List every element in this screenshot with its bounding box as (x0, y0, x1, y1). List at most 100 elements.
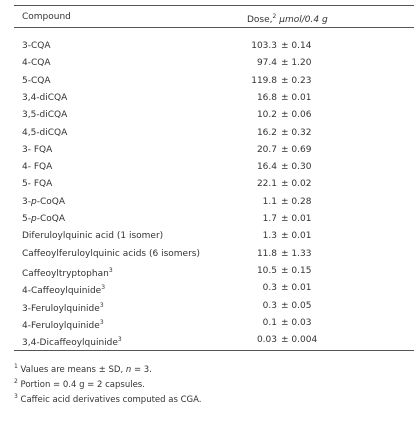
dose-sd: ± 0.28 (281, 196, 312, 207)
compound-cell: 4-Feruloylquinide3 (22, 317, 104, 332)
text-segment: -CoQA (36, 196, 65, 207)
text-segment: Diferuloylquinic acid (1 isomer) (22, 231, 164, 242)
text-segment: 3,5-diCQA (22, 110, 68, 121)
dose-sd: ± 0.01 (281, 92, 312, 103)
dose-sd: ± 0.14 (281, 41, 312, 51)
dose-sd: ± 0.32 (281, 127, 312, 138)
dose-mean: 16.4 (256, 162, 277, 173)
dose-sd: ± 0.01 (281, 283, 312, 294)
dose-mean: 1.7 (262, 214, 277, 224)
text-segment: n (125, 365, 132, 376)
dose-sd: ± 0.01 (281, 231, 312, 242)
dose-mean: 16.8 (256, 92, 277, 103)
dose-mean: 1.1 (262, 196, 277, 207)
footnote-ref: 3 (99, 301, 104, 309)
header-rule (14, 27, 414, 28)
text-segment: Portion = 0.4 g = 2 capsules. (20, 380, 145, 391)
compound-cell: 5-p-CoQA (22, 213, 65, 225)
dose-mean: 119.8 (251, 75, 277, 86)
dose-mean: 20.7 (256, 144, 277, 155)
dose-mean: 0.1 (262, 317, 277, 328)
text-segment: 4,5-diCQA (22, 127, 68, 138)
text-segment: Caffeic acid derivatives computed as CGA… (20, 395, 202, 406)
text-segment: 5-CQA (22, 75, 51, 86)
footnote-ref: 3 (99, 318, 104, 326)
text-segment: 4-Feruloylquinide (22, 320, 100, 331)
text-segment: Values are means ± SD, (20, 365, 126, 376)
dose-sd: ± 0.15 (281, 265, 312, 276)
dose-sd: ± 1.20 (281, 58, 312, 69)
dose-sd: ± 0.23 (281, 75, 312, 86)
header-dose: Dose,2 μmol/0.4 g (247, 11, 328, 26)
dose-sd: ± 0.30 (281, 162, 312, 173)
text-segment: 4-CQA (22, 58, 51, 69)
compound-cell: 3-p-CoQA (22, 196, 65, 208)
dose-sd: ± 0.02 (281, 179, 312, 190)
compound-cell: 5-CQA (22, 75, 51, 87)
bottom-rule (14, 350, 414, 352)
footnote-mark: 2 (14, 378, 18, 386)
compound-cell: 4-CQA (22, 57, 51, 69)
compound-cell: 3-Feruloylquinide3 (22, 300, 104, 315)
text-segment: Caffeoylferuloylquinic acids (6 isomers) (22, 248, 200, 259)
text-segment: 3-CQA (22, 41, 51, 51)
text-segment: 3- (22, 196, 31, 207)
compound-cell: Diferuloylquinic acid (1 isomer) (22, 230, 163, 242)
text-segment: 3- FQA (22, 144, 53, 155)
compound-cell: 5- FQA (22, 178, 52, 190)
dose-sd: ± 0.03 (281, 317, 312, 328)
compound-cell: 3,5-diCQA (22, 109, 67, 121)
dose-mean: 16.2 (256, 127, 277, 138)
text-segment: p (30, 214, 37, 224)
footnote: 3 Caffeic acid derivatives computed as C… (14, 391, 201, 406)
text-segment: -CoQA (36, 214, 65, 224)
dose-mean: 0.3 (262, 283, 277, 294)
header-compound: Compound (22, 12, 71, 22)
text-segment: = 3. (131, 365, 152, 376)
dose-label: Dose, (247, 15, 273, 25)
footnote-mark: 3 (14, 393, 18, 401)
text-segment: Caffeoyltryptophan (22, 268, 109, 279)
dose-sd: ± 0.69 (281, 144, 312, 155)
text-segment: 4- FQA (22, 162, 53, 173)
dose-sd: ± 1.33 (281, 248, 312, 259)
footnote-ref: 3 (108, 266, 113, 274)
dose-mean: 11.8 (256, 248, 277, 259)
text-segment: 3,4-diCQA (22, 92, 68, 103)
dose-mean: 10.5 (256, 265, 277, 276)
dose-sd: ± 0.06 (281, 110, 312, 121)
text-segment: 3,4-Dicaffeoylquinide (22, 338, 118, 349)
dose-mean: 0.3 (262, 300, 277, 311)
dose-mean: 1.3 (262, 231, 277, 242)
text-segment: 5- (22, 214, 31, 224)
compound-cell: 4- FQA (22, 161, 52, 173)
dose-sd: ± 0.01 (281, 214, 312, 224)
text-segment: 5- FQA (22, 179, 53, 190)
text-segment: 4-Caffeoylquinide (22, 286, 102, 297)
compound-cell: 3-CQA (22, 40, 51, 52)
dose-unit: μmol/0.4 g (279, 15, 328, 25)
footnote-ref: 3 (117, 336, 122, 344)
text-segment: p (30, 196, 37, 207)
footnote: 1 Values are means ± SD, n = 3. (14, 361, 152, 376)
dose-mean: 10.2 (256, 110, 277, 121)
compound-cell: 4,5-diCQA (22, 127, 67, 139)
compound-cell: Caffeoylferuloylquinic acids (6 isomers) (22, 248, 200, 260)
footnote: 2 Portion = 0.4 g = 2 capsules. (14, 376, 145, 391)
compound-cell: 3,4-Dicaffeoylquinide3 (22, 334, 122, 349)
compound-cell: 4-Caffeoylquinide3 (22, 282, 105, 297)
footnote-mark: 1 (14, 363, 18, 371)
compound-cell: Caffeoyltryptophan3 (22, 265, 113, 280)
footnote-ref: 3 (101, 284, 106, 292)
dose-mean: 0.03 (256, 335, 277, 346)
compound-cell: 3,4-diCQA (22, 92, 67, 104)
dose-mean: 103.3 (251, 41, 277, 51)
dose-sd: ± 0.05 (281, 300, 312, 311)
top-rule (14, 5, 414, 6)
dose-mean: 97.4 (256, 58, 277, 69)
dose-sd: ± 0.004 (281, 335, 318, 346)
compound-cell: 3- FQA (22, 144, 52, 156)
footnote-ref: 2 (272, 13, 277, 20)
text-segment: 3-Feruloylquinide (22, 303, 100, 314)
